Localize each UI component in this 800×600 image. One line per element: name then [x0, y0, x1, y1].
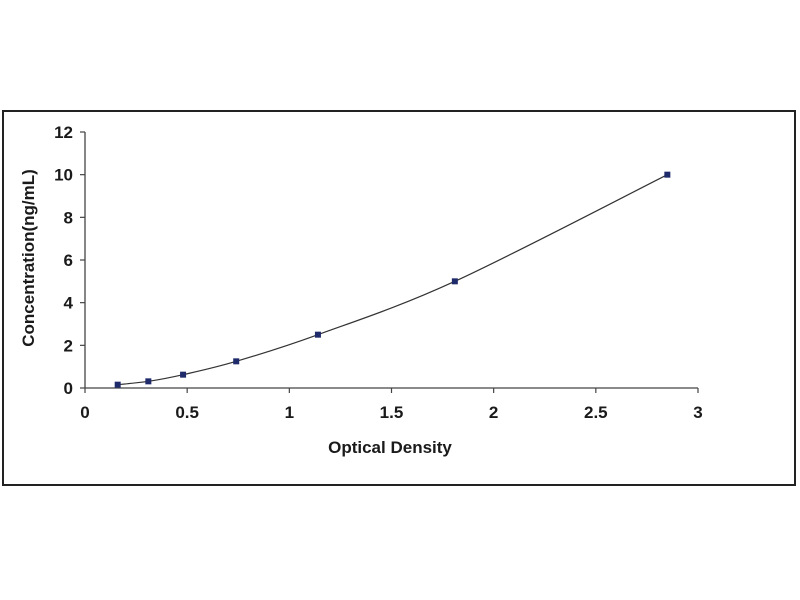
x-tick-label: 0	[80, 403, 89, 422]
data-point	[314, 331, 321, 338]
chart-frame	[2, 110, 796, 486]
x-tick-label: 1.5	[380, 403, 404, 422]
x-tick-label: 1	[285, 403, 294, 422]
data-point	[664, 171, 671, 178]
y-tick-label: 2	[64, 336, 73, 355]
data-point	[451, 278, 458, 285]
data-point	[233, 358, 240, 365]
data-point	[145, 378, 152, 385]
tick-labels: 0 0.5 1 1.5 2 2.5 3 0 2 4 6 8 10 12	[54, 123, 703, 422]
x-tick-label: 0.5	[175, 403, 199, 422]
y-tick-label: 0	[64, 379, 73, 398]
y-tick-label: 6	[64, 251, 73, 270]
y-axis-title: Concentration(ng/mL)	[19, 169, 38, 347]
y-tick-label: 4	[64, 294, 74, 313]
data-point	[114, 381, 121, 388]
y-tick-label: 12	[54, 123, 73, 142]
trend-curve	[117, 174, 668, 386]
data-points	[114, 171, 671, 388]
x-axis-title: Optical Density	[328, 438, 452, 457]
x-tick-label: 3	[693, 403, 702, 422]
axes	[80, 131, 699, 393]
x-tick-label: 2	[489, 403, 498, 422]
y-tick-label: 8	[64, 208, 73, 227]
y-tick-label: 10	[54, 166, 73, 185]
trend-curve-group	[117, 174, 668, 386]
data-point	[180, 371, 187, 378]
x-tick-label: 2.5	[584, 403, 608, 422]
